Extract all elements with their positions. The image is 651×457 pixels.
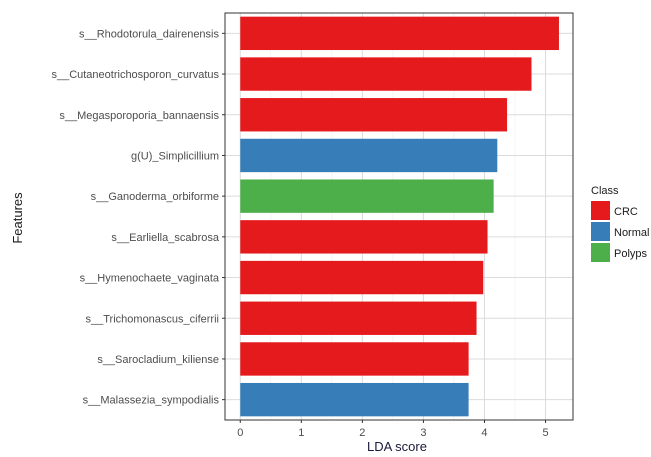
y-tick-label: s__Megasporoporia_bannaensis xyxy=(59,110,219,122)
legend-swatch xyxy=(591,243,610,262)
y-tick-label: g(U)_Simplicillium xyxy=(131,150,219,162)
y-tick-label: s__Sarocladium_kiliense xyxy=(97,354,219,366)
legend: Class CRC Normal Polyps xyxy=(591,185,649,262)
legend-label: Polyps xyxy=(614,248,648,260)
bar xyxy=(240,382,469,417)
x-tick-label: 4 xyxy=(481,427,487,439)
x-tick-label: 5 xyxy=(542,427,548,439)
bar xyxy=(240,220,488,254)
y-tick-label: s__Rhodotorula_dairenensis xyxy=(79,28,220,40)
bar-layer xyxy=(240,16,559,417)
x-axis: 0 1 2 3 4 5 xyxy=(237,420,549,439)
y-axis-title: Features xyxy=(10,192,25,244)
y-axis: s__Rhodotorula_dairenensis s__Cutaneotric… xyxy=(51,28,225,407)
legend-swatch xyxy=(591,201,610,220)
bar xyxy=(240,179,494,213)
legend-label: CRC xyxy=(614,206,638,218)
x-axis-title: LDA score xyxy=(367,439,427,452)
legend-swatch xyxy=(591,222,610,241)
bar xyxy=(240,301,477,335)
bar xyxy=(240,98,508,132)
x-tick-label: 1 xyxy=(298,427,304,439)
bar xyxy=(240,260,484,295)
y-tick-label: s__Earliella_scabrosa xyxy=(111,232,219,244)
bar xyxy=(240,16,559,51)
panel-border xyxy=(224,12,574,421)
x-tick-label: 3 xyxy=(420,427,426,439)
x-tick-label: 0 xyxy=(237,427,243,439)
bar xyxy=(240,138,498,173)
bar xyxy=(240,342,469,376)
legend-title: Class xyxy=(591,185,619,197)
y-tick-label: s__Hymenochaete_vaginata xyxy=(80,273,220,285)
legend-label: Normal xyxy=(614,227,649,239)
y-tick-label: s__Trichomonascus_ciferrii xyxy=(86,313,219,325)
x-tick-label: 2 xyxy=(359,427,365,439)
y-tick-label: s__Malassezia_sympodialis xyxy=(83,395,220,407)
bar xyxy=(240,57,532,91)
y-tick-label: s__Cutaneotrichosporon_curvatus xyxy=(51,69,219,81)
y-tick-label: s__Ganoderma_orbiforme xyxy=(91,191,219,203)
